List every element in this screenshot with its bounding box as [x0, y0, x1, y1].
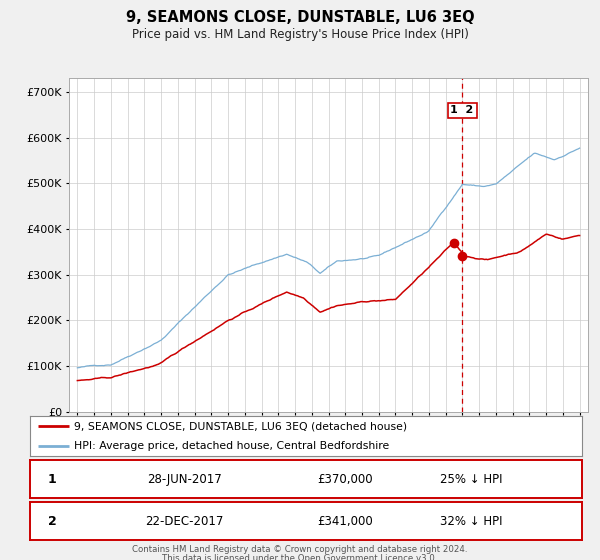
Text: 9, SEAMONS CLOSE, DUNSTABLE, LU6 3EQ: 9, SEAMONS CLOSE, DUNSTABLE, LU6 3EQ — [125, 10, 475, 25]
Text: £370,000: £370,000 — [317, 473, 373, 486]
Text: 2: 2 — [48, 515, 56, 528]
Text: Price paid vs. HM Land Registry's House Price Index (HPI): Price paid vs. HM Land Registry's House … — [131, 28, 469, 41]
Text: 32% ↓ HPI: 32% ↓ HPI — [440, 515, 503, 528]
Text: £341,000: £341,000 — [317, 515, 373, 528]
Text: 1  2: 1 2 — [451, 105, 474, 115]
Text: 28-JUN-2017: 28-JUN-2017 — [147, 473, 222, 486]
Text: 9, SEAMONS CLOSE, DUNSTABLE, LU6 3EQ (detached house): 9, SEAMONS CLOSE, DUNSTABLE, LU6 3EQ (de… — [74, 421, 407, 431]
Text: 22-DEC-2017: 22-DEC-2017 — [145, 515, 224, 528]
Text: This data is licensed under the Open Government Licence v3.0.: This data is licensed under the Open Gov… — [163, 554, 437, 560]
Text: 1: 1 — [48, 473, 56, 486]
Text: Contains HM Land Registry data © Crown copyright and database right 2024.: Contains HM Land Registry data © Crown c… — [132, 545, 468, 554]
Text: HPI: Average price, detached house, Central Bedfordshire: HPI: Average price, detached house, Cent… — [74, 441, 389, 451]
Text: 25% ↓ HPI: 25% ↓ HPI — [440, 473, 503, 486]
